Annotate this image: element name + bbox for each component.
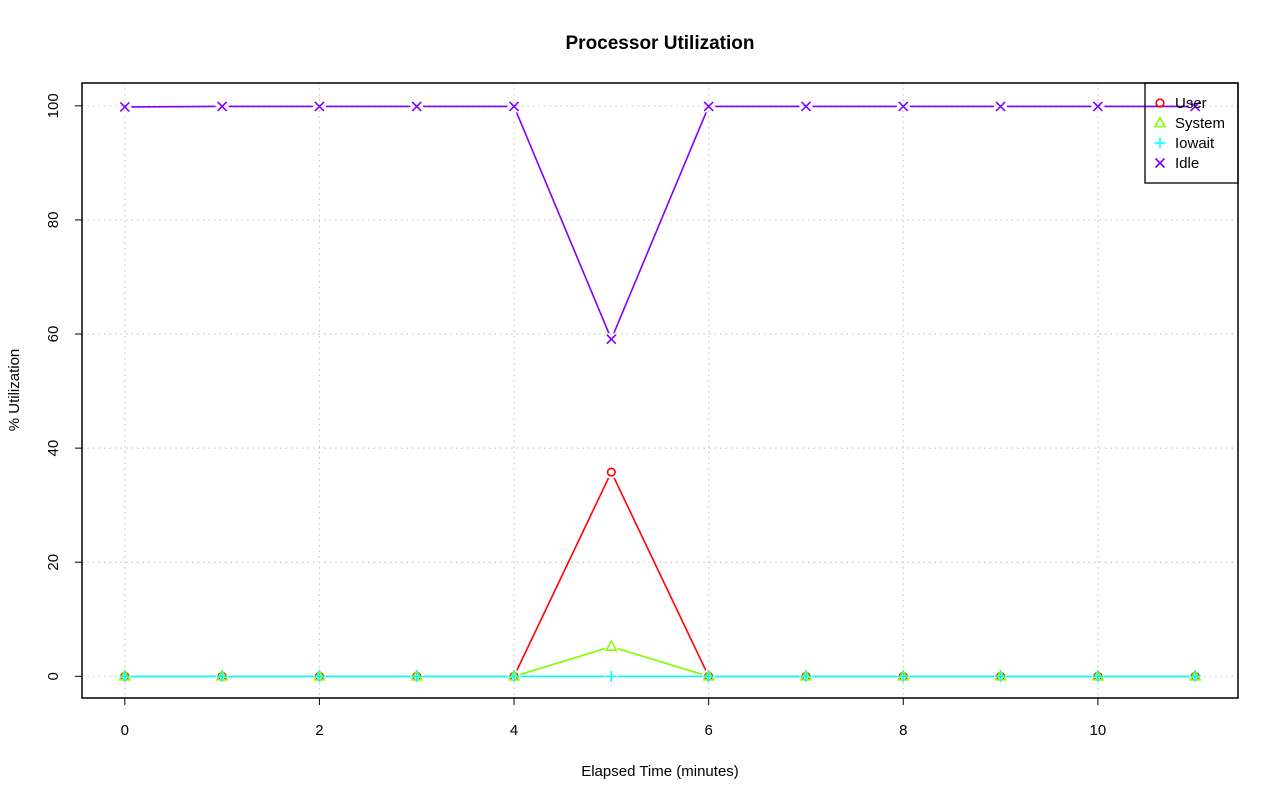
- legend-label-system: System: [1175, 115, 1225, 132]
- data-point-idle: [314, 101, 325, 112]
- legend: User System Iowait Idle: [1144, 82, 1239, 184]
- data-point-idle: [995, 101, 1006, 112]
- data-point-iowait: [605, 670, 617, 682]
- x-tick-label: 2: [315, 722, 323, 739]
- x-tick-label: 4: [510, 722, 518, 739]
- y-axis-label: % Utilization: [6, 349, 23, 432]
- y-tick-label: 80: [45, 212, 62, 229]
- y-tick-label: 100: [45, 93, 62, 118]
- data-point-idle: [606, 334, 617, 345]
- data-point-idle: [800, 101, 812, 112]
- data-point-idle: [1190, 101, 1201, 112]
- y-tick-label: 20: [45, 554, 62, 571]
- series-idle: [119, 101, 1201, 345]
- series-line-segment: [520, 647, 606, 676]
- legend-marker-idle: [1154, 157, 1166, 169]
- legend-marker-user: [1155, 98, 1165, 108]
- data-point-idle: [217, 101, 228, 112]
- data-point-iowait: [411, 670, 423, 682]
- legend-label-iowait: Iowait: [1175, 135, 1215, 152]
- legend-marker-iowait: [1154, 137, 1166, 149]
- x-axis-label: Elapsed Time (minutes): [581, 763, 739, 780]
- series-line-segment: [617, 647, 703, 676]
- data-point-iowait: [216, 670, 228, 682]
- data-point-idle: [411, 101, 422, 112]
- y-tick-label: 0: [45, 672, 62, 680]
- data-point-idle: [119, 101, 130, 113]
- data-point-iowait: [703, 670, 715, 682]
- series-line-segment: [613, 112, 707, 334]
- data-point-iowait: [119, 670, 131, 682]
- data-point-iowait: [995, 670, 1007, 682]
- data-point-iowait: [313, 670, 325, 682]
- y-tick-label: 40: [45, 440, 62, 457]
- x-tick-label: 0: [121, 722, 129, 739]
- legend-box: [1144, 82, 1239, 184]
- x-tick-label: 8: [899, 722, 907, 739]
- chart-title: Processor Utilization: [566, 33, 755, 54]
- x-tick-label: 10: [1090, 722, 1107, 739]
- data-point-user: [606, 467, 616, 477]
- legend-label-user: User: [1175, 95, 1207, 112]
- data-point-idle: [703, 101, 714, 112]
- data-point-iowait: [1092, 670, 1104, 682]
- series-line-segment: [613, 477, 707, 671]
- data-point-idle: [508, 101, 520, 112]
- data-point-system: [604, 639, 618, 651]
- series-line-segment: [516, 477, 610, 671]
- legend-marker-system: [1153, 115, 1167, 128]
- x-axis: 0 2 4 6 8 10: [121, 697, 1107, 739]
- data-point-iowait: [897, 670, 909, 682]
- y-axis: 0 20 40 60 80 100: [45, 93, 83, 680]
- legend-label-idle: Idle: [1175, 155, 1199, 172]
- y-tick-label: 60: [45, 326, 62, 343]
- series-layer: [118, 101, 1202, 682]
- series-iowait: [119, 670, 1201, 682]
- plot-frame: [81, 82, 1239, 699]
- data-point-iowait: [508, 670, 520, 682]
- series-line-segment: [515, 112, 610, 334]
- series-system: [118, 639, 1202, 681]
- data-point-idle: [898, 101, 909, 112]
- data-point-iowait: [1189, 670, 1201, 682]
- data-point-idle: [1092, 101, 1103, 112]
- x-tick-label: 6: [704, 722, 712, 739]
- data-point-iowait: [800, 670, 812, 682]
- grid-lines: [82, 83, 1238, 698]
- series-user: [120, 467, 1200, 681]
